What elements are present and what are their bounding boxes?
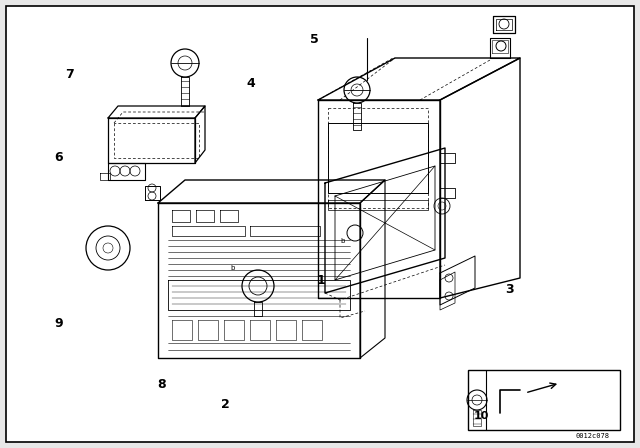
Text: 2: 2 bbox=[221, 398, 230, 411]
Text: 6: 6 bbox=[54, 151, 63, 164]
Text: 4: 4 bbox=[246, 78, 255, 90]
Text: 5: 5 bbox=[310, 33, 319, 46]
Text: 8: 8 bbox=[157, 378, 165, 391]
Text: b: b bbox=[230, 265, 234, 271]
Text: 10: 10 bbox=[474, 411, 489, 421]
Text: 3: 3 bbox=[506, 284, 514, 297]
Text: b: b bbox=[340, 238, 344, 244]
Text: 7: 7 bbox=[65, 69, 74, 82]
Bar bbox=[468, 370, 620, 430]
Text: 1: 1 bbox=[317, 275, 326, 288]
Text: 9: 9 bbox=[54, 317, 63, 330]
Text: 0012c078: 0012c078 bbox=[576, 433, 610, 439]
